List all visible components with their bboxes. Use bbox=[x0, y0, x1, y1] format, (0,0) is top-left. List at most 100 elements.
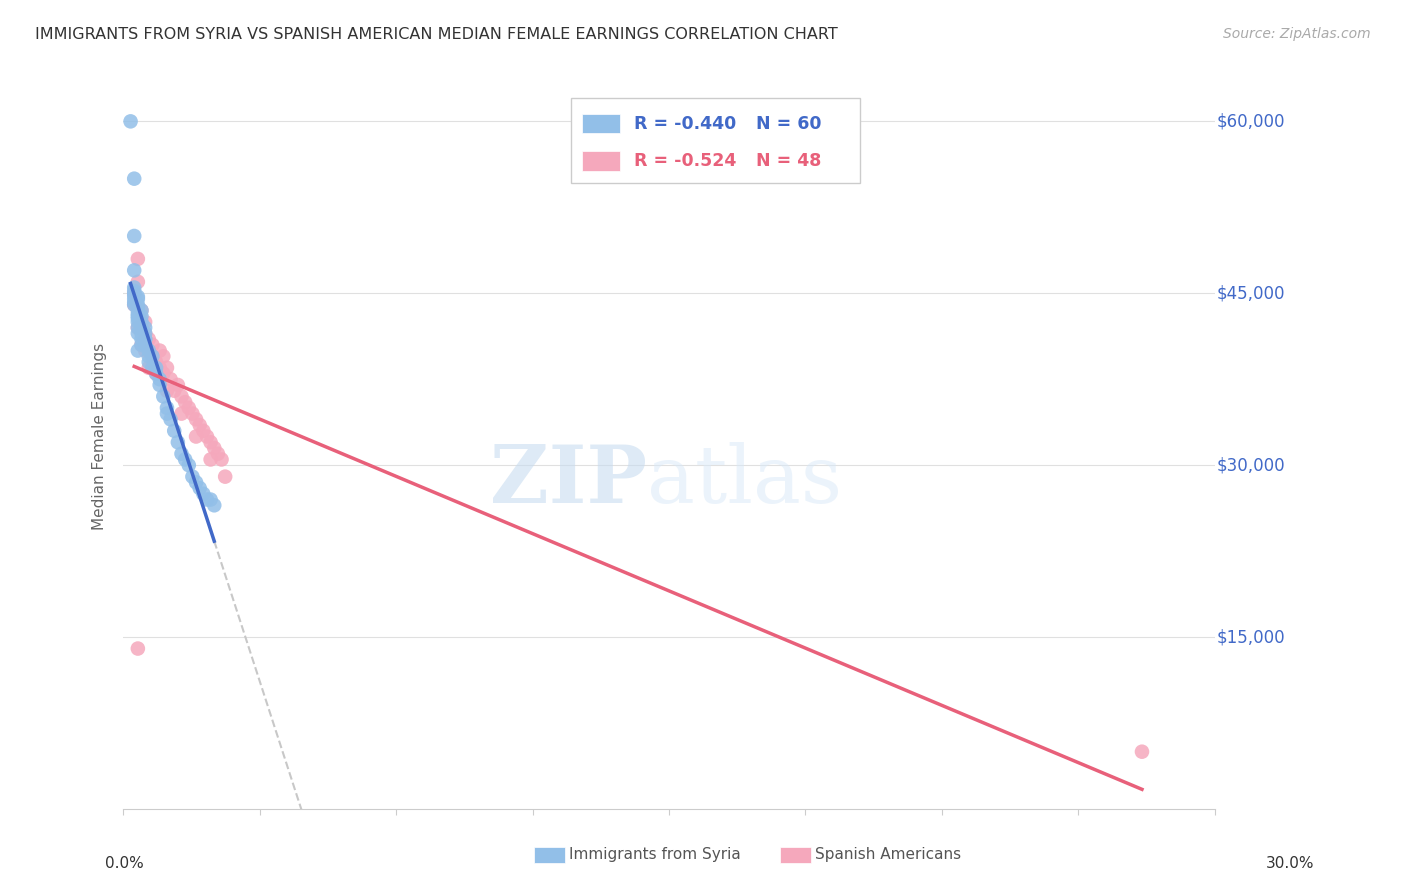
Point bbox=[202, 498, 225, 512]
Text: Spanish Americans: Spanish Americans bbox=[815, 847, 962, 862]
Point bbox=[138, 349, 160, 363]
Point bbox=[149, 343, 172, 358]
Point bbox=[184, 475, 207, 490]
Point bbox=[170, 407, 193, 421]
Point bbox=[131, 332, 153, 346]
Text: R = -0.524: R = -0.524 bbox=[634, 152, 737, 169]
Point bbox=[156, 384, 179, 398]
Point bbox=[170, 389, 193, 403]
Point bbox=[131, 303, 153, 318]
Point bbox=[134, 315, 156, 329]
Point bbox=[177, 458, 200, 473]
Point bbox=[122, 171, 145, 186]
Point bbox=[149, 372, 172, 386]
Point bbox=[127, 292, 149, 306]
Point bbox=[141, 360, 163, 375]
Point bbox=[156, 360, 179, 375]
Point bbox=[131, 303, 153, 318]
Point bbox=[138, 332, 160, 346]
Point bbox=[131, 326, 153, 341]
Point bbox=[188, 481, 211, 495]
FancyBboxPatch shape bbox=[582, 114, 620, 133]
Point bbox=[145, 367, 167, 381]
Point bbox=[127, 315, 149, 329]
Text: ZIP: ZIP bbox=[491, 442, 647, 520]
Point bbox=[127, 309, 149, 323]
Point bbox=[145, 360, 167, 375]
Point bbox=[127, 298, 149, 312]
Point bbox=[202, 441, 225, 455]
Point bbox=[127, 300, 149, 314]
Point bbox=[170, 447, 193, 461]
Point bbox=[145, 367, 167, 381]
Point bbox=[152, 389, 174, 403]
Text: IMMIGRANTS FROM SYRIA VS SPANISH AMERICAN MEDIAN FEMALE EARNINGS CORRELATION CHA: IMMIGRANTS FROM SYRIA VS SPANISH AMERICA… bbox=[35, 27, 838, 42]
Point bbox=[141, 349, 163, 363]
Text: $60,000: $60,000 bbox=[1218, 112, 1285, 130]
Point bbox=[138, 343, 160, 358]
Point bbox=[127, 290, 149, 304]
Point bbox=[152, 367, 174, 381]
Point bbox=[184, 412, 207, 426]
Point bbox=[122, 280, 145, 294]
Text: $15,000: $15,000 bbox=[1218, 628, 1285, 646]
Point bbox=[120, 114, 142, 128]
Point bbox=[163, 424, 186, 438]
Point bbox=[134, 338, 156, 352]
Point bbox=[131, 315, 153, 329]
Point bbox=[127, 320, 149, 334]
Text: N = 48: N = 48 bbox=[756, 152, 821, 169]
Point bbox=[200, 492, 222, 507]
Point bbox=[127, 303, 149, 318]
Point bbox=[193, 424, 215, 438]
Point bbox=[159, 372, 181, 386]
Point bbox=[211, 452, 233, 467]
Text: N = 60: N = 60 bbox=[756, 115, 823, 133]
Point bbox=[131, 338, 153, 352]
Point bbox=[149, 378, 172, 392]
Point bbox=[122, 295, 145, 310]
Point bbox=[122, 298, 145, 312]
Point bbox=[200, 435, 222, 450]
Point bbox=[122, 263, 145, 277]
Point bbox=[134, 326, 156, 341]
Point bbox=[149, 360, 172, 375]
Point bbox=[156, 401, 179, 415]
Point bbox=[193, 487, 215, 501]
Point bbox=[195, 429, 218, 443]
Text: $30,000: $30,000 bbox=[1218, 456, 1285, 475]
Point bbox=[127, 320, 149, 334]
Point bbox=[138, 343, 160, 358]
Point bbox=[159, 412, 181, 426]
Point bbox=[127, 311, 149, 326]
Point bbox=[200, 452, 222, 467]
Point bbox=[122, 286, 145, 301]
Point bbox=[131, 309, 153, 323]
Point bbox=[131, 320, 153, 334]
Point bbox=[145, 355, 167, 369]
Point bbox=[138, 355, 160, 369]
Point bbox=[134, 320, 156, 334]
Point bbox=[152, 349, 174, 363]
FancyBboxPatch shape bbox=[582, 152, 620, 170]
Text: 30.0%: 30.0% bbox=[1267, 856, 1315, 871]
Text: Source: ZipAtlas.com: Source: ZipAtlas.com bbox=[1223, 27, 1371, 41]
Point bbox=[127, 275, 149, 289]
Point bbox=[127, 641, 149, 656]
Point bbox=[122, 292, 145, 306]
Point bbox=[127, 343, 149, 358]
Point bbox=[138, 360, 160, 375]
Point bbox=[122, 298, 145, 312]
Point bbox=[141, 338, 163, 352]
Point bbox=[181, 407, 204, 421]
Point bbox=[122, 284, 145, 298]
Point bbox=[1130, 745, 1153, 759]
Point bbox=[141, 349, 163, 363]
Point bbox=[184, 429, 207, 443]
Point bbox=[127, 307, 149, 321]
Point bbox=[134, 332, 156, 346]
Y-axis label: Median Female Earnings: Median Female Earnings bbox=[93, 343, 107, 530]
Point bbox=[156, 407, 179, 421]
Text: Immigrants from Syria: Immigrants from Syria bbox=[569, 847, 741, 862]
Point bbox=[214, 469, 236, 483]
